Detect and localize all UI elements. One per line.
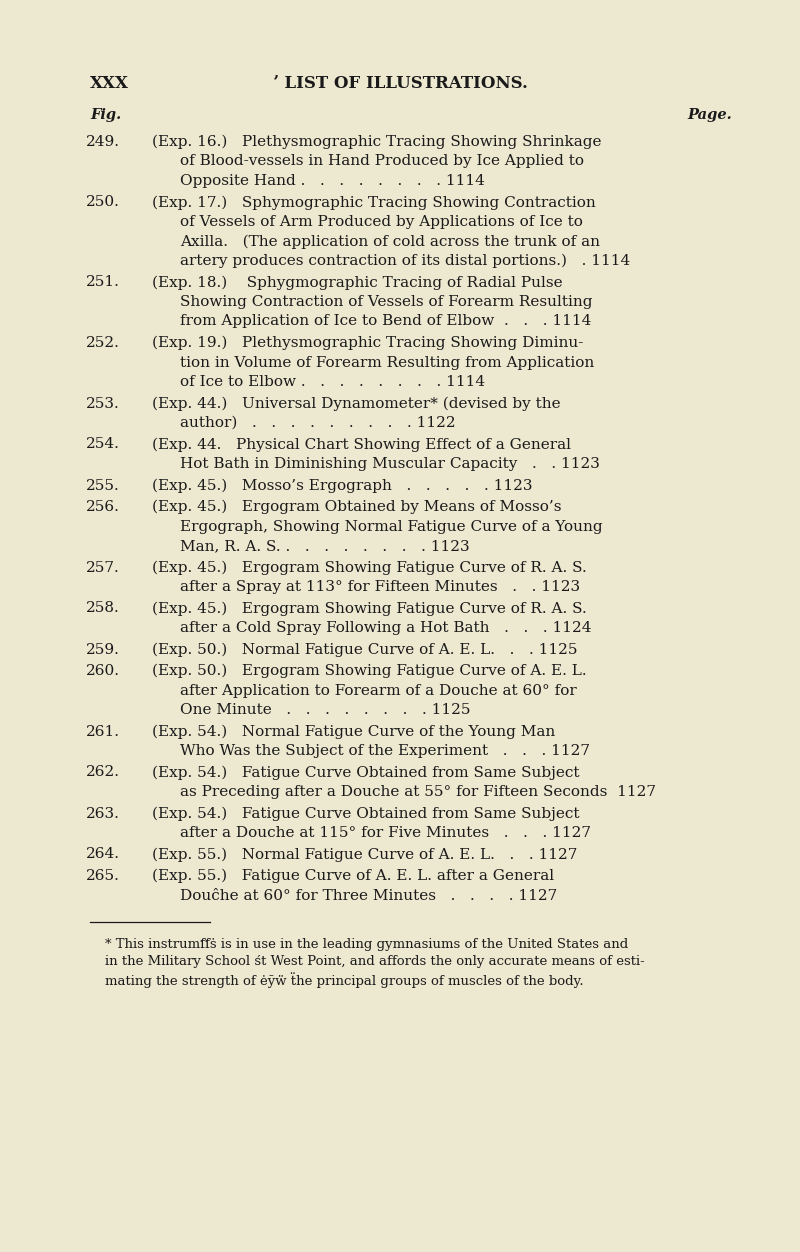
- Text: (Exp. 44.)   Universal Dynamometer* (devised by the: (Exp. 44.) Universal Dynamometer* (devis…: [152, 397, 561, 411]
- Text: tion in Volume of Forearm Resulting from Application: tion in Volume of Forearm Resulting from…: [180, 356, 594, 369]
- Text: (Exp. 45.)   Ergogram Showing Fatigue Curve of R. A. S.: (Exp. 45.) Ergogram Showing Fatigue Curv…: [152, 601, 586, 616]
- Text: 252.: 252.: [86, 336, 120, 351]
- Text: Fig.: Fig.: [90, 108, 122, 121]
- Text: 264.: 264.: [86, 848, 120, 861]
- Text: after Application to Forearm of a Douche at 60° for: after Application to Forearm of a Douche…: [180, 684, 577, 697]
- Text: 256.: 256.: [86, 500, 120, 515]
- Text: (Exp. 55.)   Normal Fatigue Curve of A. E. L.   .   . 1127: (Exp. 55.) Normal Fatigue Curve of A. E.…: [152, 848, 578, 861]
- Text: 258.: 258.: [86, 601, 120, 616]
- Text: from Application of Ice to Bend of Elbow  .   .   . 1114: from Application of Ice to Bend of Elbow…: [180, 314, 591, 328]
- Text: (Exp. 50.)   Normal Fatigue Curve of A. E. L.   .   . 1125: (Exp. 50.) Normal Fatigue Curve of A. E.…: [152, 642, 578, 657]
- Text: (Exp. 17.)   Sphymographic Tracing Showing Contraction: (Exp. 17.) Sphymographic Tracing Showing…: [152, 195, 596, 210]
- Text: 265.: 265.: [86, 869, 120, 883]
- Text: 263.: 263.: [86, 806, 120, 820]
- Text: (Exp. 54.)   Fatigue Curve Obtained from Same Subject: (Exp. 54.) Fatigue Curve Obtained from S…: [152, 765, 579, 780]
- Text: author)   .   .   .   .   .   .   .   .   . 1122: author) . . . . . . . . . 1122: [180, 416, 456, 429]
- Text: after a Spray at 113° for Fifteen Minutes   .   . 1123: after a Spray at 113° for Fifteen Minute…: [180, 580, 580, 593]
- Text: of Blood-vessels in Hand Produced by Ice Applied to: of Blood-vessels in Hand Produced by Ice…: [180, 154, 584, 169]
- Text: in the Military School śt West Point, and affords the only accurate means of est: in the Military School śt West Point, an…: [105, 955, 645, 968]
- Text: (Exp. 54.)   Normal Fatigue Curve of the Young Man: (Exp. 54.) Normal Fatigue Curve of the Y…: [152, 725, 555, 739]
- Text: Showing Contraction of Vessels of Forearm Resulting: Showing Contraction of Vessels of Forear…: [180, 295, 593, 309]
- Text: (Exp. 45.)   Mosso’s Ergograph   .   .   .   .   . 1123: (Exp. 45.) Mosso’s Ergograph . . . . . 1…: [152, 478, 533, 493]
- Text: 255.: 255.: [86, 478, 120, 492]
- Text: artery produces contraction of its distal portions.)   . 1114: artery produces contraction of its dista…: [180, 254, 630, 268]
- Text: One Minute   .   .   .   .   .   .   .   . 1125: One Minute . . . . . . . . 1125: [180, 704, 470, 717]
- Text: (Exp. 55.)   Fatigue Curve of A. E. L. after a General: (Exp. 55.) Fatigue Curve of A. E. L. aft…: [152, 869, 554, 884]
- Text: (Exp. 45.)   Ergogram Showing Fatigue Curve of R. A. S.: (Exp. 45.) Ergogram Showing Fatigue Curv…: [152, 561, 586, 575]
- Text: 257.: 257.: [86, 561, 120, 575]
- Text: as Preceding after a Douche at 55° for Fifteen Seconds  1127: as Preceding after a Douche at 55° for F…: [180, 785, 656, 799]
- Text: (Exp. 18.)    Sphygmographic Tracing of Radial Pulse: (Exp. 18.) Sphygmographic Tracing of Rad…: [152, 275, 562, 290]
- Text: 261.: 261.: [86, 725, 120, 739]
- Text: (Exp. 19.)   Plethysmographic Tracing Showing Diminu-: (Exp. 19.) Plethysmographic Tracing Show…: [152, 336, 583, 351]
- Text: 249.: 249.: [86, 135, 120, 149]
- Text: 253.: 253.: [86, 397, 120, 411]
- Text: of Vessels of Arm Produced by Applications of Ice to: of Vessels of Arm Produced by Applicatio…: [180, 215, 583, 229]
- Text: Man, R. A. S. .   .   .   .   .   .   .   . 1123: Man, R. A. S. . . . . . . . . 1123: [180, 540, 470, 553]
- Text: 259.: 259.: [86, 642, 120, 656]
- Text: Opposite Hand .   .   .   .   .   .   .   . 1114: Opposite Hand . . . . . . . . 1114: [180, 174, 485, 188]
- Text: Ergograph, Showing Normal Fatigue Curve of a Young: Ergograph, Showing Normal Fatigue Curve …: [180, 520, 602, 533]
- Text: (Exp. 44.   Physical Chart Showing Effect of a General: (Exp. 44. Physical Chart Showing Effect …: [152, 437, 571, 452]
- Text: mating the strength of ėȳẅ ẗhe principal groups of muscles of the body.: mating the strength of ėȳẅ ẗhe principal…: [105, 972, 584, 988]
- Text: (Exp. 45.)   Ergogram Obtained by Means of Mosso’s: (Exp. 45.) Ergogram Obtained by Means of…: [152, 500, 562, 515]
- Text: 251.: 251.: [86, 275, 120, 289]
- Text: 260.: 260.: [86, 664, 120, 679]
- Text: after a Cold Spray Following a Hot Bath   .   .   . 1124: after a Cold Spray Following a Hot Bath …: [180, 621, 591, 635]
- Text: ʼ LIST OF ILLUSTRATIONS.: ʼ LIST OF ILLUSTRATIONS.: [273, 75, 527, 91]
- Text: after a Douche at 115° for Five Minutes   .   .   . 1127: after a Douche at 115° for Five Minutes …: [180, 826, 591, 840]
- Text: XXX: XXX: [90, 75, 129, 91]
- Text: 250.: 250.: [86, 195, 120, 209]
- Text: Hot Bath in Diminishing Muscular Capacity   .   . 1123: Hot Bath in Diminishing Muscular Capacit…: [180, 457, 600, 471]
- Text: Page.: Page.: [687, 108, 732, 121]
- Text: Who Was the Subject of the Experiment   .   .   . 1127: Who Was the Subject of the Experiment . …: [180, 744, 590, 757]
- Text: Axilla.   (The application of cold across the trunk of an: Axilla. (The application of cold across …: [180, 234, 600, 249]
- Text: (Exp. 50.)   Ergogram Showing Fatigue Curve of A. E. L.: (Exp. 50.) Ergogram Showing Fatigue Curv…: [152, 664, 586, 679]
- Text: (Exp. 54.)   Fatigue Curve Obtained from Same Subject: (Exp. 54.) Fatigue Curve Obtained from S…: [152, 806, 579, 821]
- Text: 262.: 262.: [86, 765, 120, 780]
- Text: Douĉhe at 60° for Three Minutes   .   .   .   . 1127: Douĉhe at 60° for Three Minutes . . . . …: [180, 889, 558, 903]
- Text: 254.: 254.: [86, 437, 120, 452]
- Text: of Ice to Elbow .   .   .   .   .   .   .   . 1114: of Ice to Elbow . . . . . . . . 1114: [180, 376, 485, 389]
- Text: * This instrumẝẝṡ is in use in the leading gymnasiums of the United States and: * This instrumẝẝṡ is in use in the leadi…: [105, 938, 628, 952]
- Text: (Exp. 16.)   Plethysmographic Tracing Showing Shrinkage: (Exp. 16.) Plethysmographic Tracing Show…: [152, 135, 602, 149]
